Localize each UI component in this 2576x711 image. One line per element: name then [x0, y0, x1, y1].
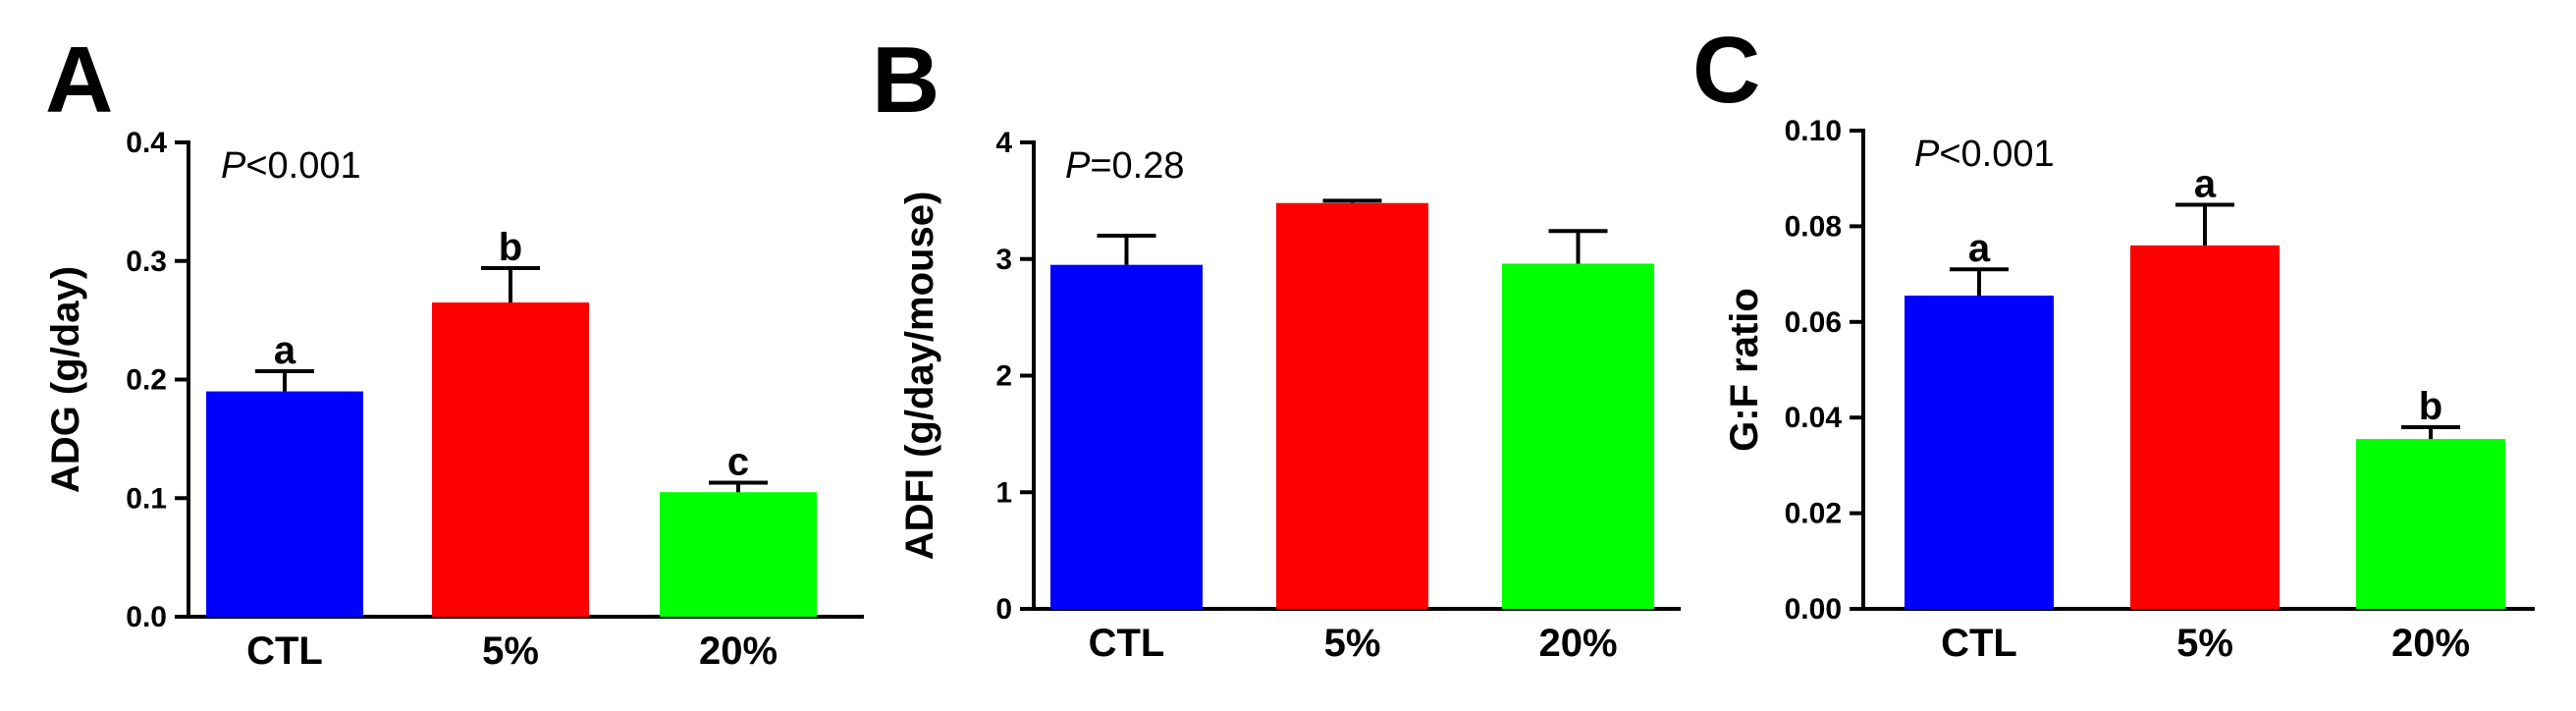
p-value-symbol: P — [1914, 134, 1940, 175]
y-tick-label: 0.08 — [1785, 210, 1842, 243]
bar-2 — [2356, 439, 2505, 609]
x-category-label-0: CTL — [1089, 622, 1165, 665]
p-value-symbol: P — [1065, 145, 1091, 187]
x-category-label-2: 20% — [1538, 622, 1617, 665]
x-category-label-1: 5% — [2176, 622, 2233, 665]
y-tick-label: 1 — [995, 476, 1012, 509]
x-category-label-0: CTL — [1941, 622, 2017, 665]
y-tick-label: 0 — [995, 593, 1012, 626]
significance-letter-0: a — [1968, 227, 1991, 270]
x-category-label-1: 5% — [1324, 622, 1381, 665]
p-value-label: P<0.001 — [1914, 134, 2055, 175]
y-tick-label: 3 — [995, 244, 1012, 276]
panel-letter: B — [872, 27, 939, 133]
p-value-text: =0.28 — [1090, 145, 1184, 187]
y-tick-label: 0.3 — [126, 246, 167, 278]
bar-2 — [1502, 263, 1654, 609]
y-tick-label: 0.4 — [126, 127, 167, 159]
bar-0 — [1050, 264, 1203, 609]
y-axis-title: G:F ratio — [1723, 288, 1766, 452]
x-category-label-0: CTL — [246, 629, 323, 673]
y-tick-label: 4 — [995, 127, 1012, 159]
p-value-label: P<0.001 — [221, 145, 361, 187]
p-value-text: <0.001 — [1939, 134, 2054, 175]
y-tick-label: 0.06 — [1785, 306, 1842, 339]
panel-letter: C — [1692, 18, 1760, 123]
bar-0 — [206, 391, 363, 617]
y-tick-label: 0.02 — [1785, 498, 1842, 530]
bar-1 — [432, 302, 589, 617]
significance-letter-2: c — [727, 441, 749, 484]
y-tick-label: 0.2 — [126, 364, 167, 397]
y-axis-title: ADFI (g/day/mouse) — [898, 191, 941, 561]
p-value-text: <0.001 — [245, 145, 360, 187]
bar-1 — [2130, 245, 2280, 609]
y-tick-label: 2 — [995, 360, 1012, 393]
panel-c: C 0.00 0.02 0.04 0.06 0.08 0.10 G:F ratio P<0.00… — [1692, 18, 2535, 665]
y-tick-label: 0.1 — [126, 482, 167, 515]
x-category-label-2: 20% — [699, 629, 778, 673]
panel-a: A 0.0 0.1 0.2 0.3 0.4 ADG (g/day) P<0.001 a CTL b 5… — [44, 27, 864, 673]
significance-letter-1: a — [2194, 162, 2217, 205]
panel-b: B 0 1 2 3 4 ADFI (g/day/mouse) P=0.28 CTL 5% 20% — [872, 27, 1681, 665]
y-axis-title: ADG (g/day) — [44, 266, 87, 493]
significance-letter-2: b — [2419, 385, 2442, 428]
y-tick-label: 0.10 — [1785, 115, 1842, 147]
significance-letter-1: b — [499, 226, 522, 269]
y-tick-label: 0.04 — [1785, 402, 1843, 434]
p-value-label: P=0.28 — [1065, 145, 1185, 187]
bar-1 — [1276, 202, 1428, 609]
x-category-label-1: 5% — [482, 629, 539, 673]
panel-letter: A — [45, 27, 113, 133]
y-tick-label: 0.00 — [1785, 593, 1842, 626]
x-category-label-2: 20% — [2391, 622, 2470, 665]
significance-letter-0: a — [274, 329, 296, 372]
bar-2 — [660, 492, 817, 617]
bar-0 — [1905, 296, 2054, 609]
p-value-symbol: P — [221, 145, 246, 187]
y-tick-label: 0.0 — [126, 601, 167, 633]
